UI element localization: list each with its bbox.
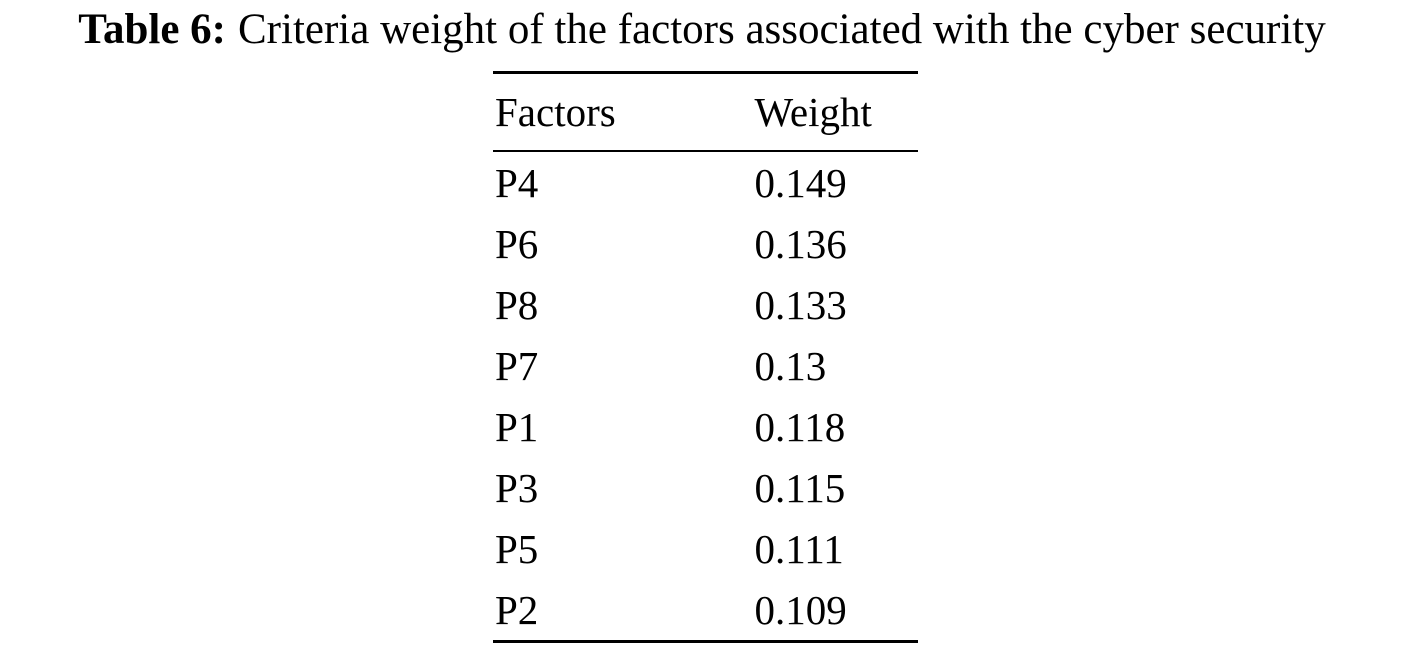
table-row: P5 0.111 <box>493 518 918 579</box>
table-row: P6 0.136 <box>493 213 918 274</box>
table-row: P7 0.13 <box>493 335 918 396</box>
factor-cell: P8 <box>495 281 539 328</box>
header-factors: Factors <box>495 89 616 135</box>
table-caption: Table 6: Criteria weight of the factors a… <box>0 6 1404 54</box>
weights-table-body: P4 0.149 P6 0.136 P8 0.133 P7 0.13 P1 0.… <box>493 152 918 640</box>
factor-cell: P3 <box>495 464 539 511</box>
weight-cell: 0.109 <box>754 586 847 633</box>
weight-cell: 0.133 <box>754 281 847 328</box>
header-weight: Weight <box>754 89 872 135</box>
factor-cell: P7 <box>495 342 539 389</box>
caption-text: Criteria weight of the factors associate… <box>238 6 1326 53</box>
table-label: Table 6: <box>78 6 226 53</box>
weight-cell: 0.118 <box>754 403 846 450</box>
table-container: Factors Weight P4 0.149 P6 0.136 P8 0.13… <box>493 71 918 643</box>
weights-table: Factors Weight <box>493 74 918 150</box>
table-row: P4 0.149 <box>493 152 918 213</box>
weight-cell: 0.136 <box>754 220 847 267</box>
factor-cell: P5 <box>495 525 539 572</box>
weight-cell: 0.149 <box>754 159 847 206</box>
table-row: P1 0.118 <box>493 396 918 457</box>
bottom-rule <box>493 640 918 643</box>
table-row: P3 0.115 <box>493 457 918 518</box>
factor-cell: P4 <box>495 159 539 206</box>
weight-cell: 0.115 <box>754 464 846 511</box>
table-row: P8 0.133 <box>493 274 918 335</box>
factor-cell: P2 <box>495 586 539 633</box>
weight-cell: 0.111 <box>754 525 844 572</box>
table-row: P2 0.109 <box>493 579 918 640</box>
top-rule <box>493 71 918 74</box>
factor-cell: P6 <box>495 220 539 267</box>
header-rule <box>493 150 918 152</box>
factor-cell: P1 <box>495 403 539 450</box>
weight-cell: 0.13 <box>754 342 827 389</box>
header-row: Factors Weight <box>493 74 918 150</box>
